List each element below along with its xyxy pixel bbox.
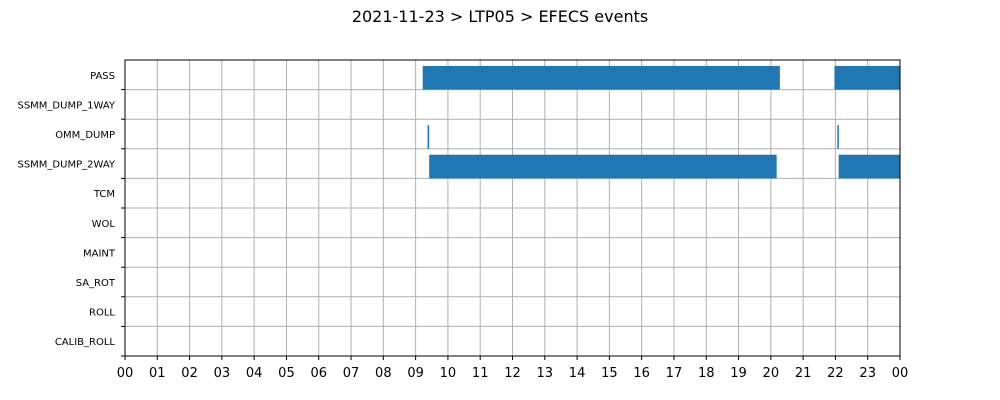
x-tick-label: 19	[730, 366, 747, 381]
x-tick-label: 12	[504, 366, 521, 381]
y-tick-label: ROLL	[89, 308, 115, 319]
x-tick-label: 05	[278, 366, 295, 381]
x-tick-label: 06	[310, 366, 327, 381]
y-tick-label: WOL	[92, 219, 116, 230]
x-tick-label: 22	[827, 366, 844, 381]
y-tick-label: PASS	[90, 71, 115, 82]
event-bar	[429, 154, 777, 179]
x-tick-label: 14	[569, 366, 586, 381]
event-bar	[427, 125, 430, 149]
x-tick-label: 18	[698, 366, 715, 381]
x-tick-label: 04	[246, 366, 263, 381]
y-tick-label: SSMM_DUMP_1WAY	[17, 100, 115, 111]
y-tick-label: SSMM_DUMP_2WAY	[17, 160, 115, 171]
x-tick-label: 21	[795, 366, 812, 381]
x-tick-label: 20	[763, 366, 780, 381]
y-tick-label: CALIB_ROLL	[55, 337, 116, 348]
x-tick-label: 13	[537, 366, 554, 381]
x-tick-label: 00	[117, 366, 134, 381]
x-tick-label: 10	[440, 366, 457, 381]
event-bars	[422, 65, 900, 179]
y-tick-label: OMM_DUMP	[55, 130, 115, 141]
chart-title: 2021-11-23 > LTP05 > EFECS events	[352, 7, 648, 26]
plot-frame	[124, 59, 901, 357]
x-tick-label: 00	[892, 366, 909, 381]
y-tick-label: TCM	[93, 189, 115, 200]
event-bar	[838, 154, 900, 179]
event-bar	[834, 65, 900, 90]
x-tick-label: 23	[859, 366, 876, 381]
event-bar	[422, 65, 780, 90]
x-axis-labels: 00 01 02 03 04 05 06 07 08 09 10 11 12 13 14 15 16 17 18 19…	[117, 356, 909, 381]
x-tick-label: 11	[472, 366, 489, 381]
x-tick-label: 17	[666, 366, 683, 381]
y-tick-label: MAINT	[83, 248, 116, 259]
y-tick-label: SA_ROT	[76, 278, 116, 289]
y-axis-labels: PASS SSMM_DUMP_1WAY OMM_DUMP SSMM_DUMP_2WAY…	[17, 71, 125, 357]
x-tick-label: 02	[181, 366, 198, 381]
x-tick-label: 09	[407, 366, 424, 381]
event-bar	[837, 125, 839, 149]
grid-lines	[125, 60, 900, 356]
x-tick-label: 08	[375, 366, 392, 381]
x-tick-label: 03	[214, 366, 231, 381]
x-tick-label: 16	[633, 366, 650, 381]
x-tick-label: 15	[601, 366, 618, 381]
x-tick-label: 07	[343, 366, 360, 381]
x-tick-label: 01	[149, 366, 166, 381]
